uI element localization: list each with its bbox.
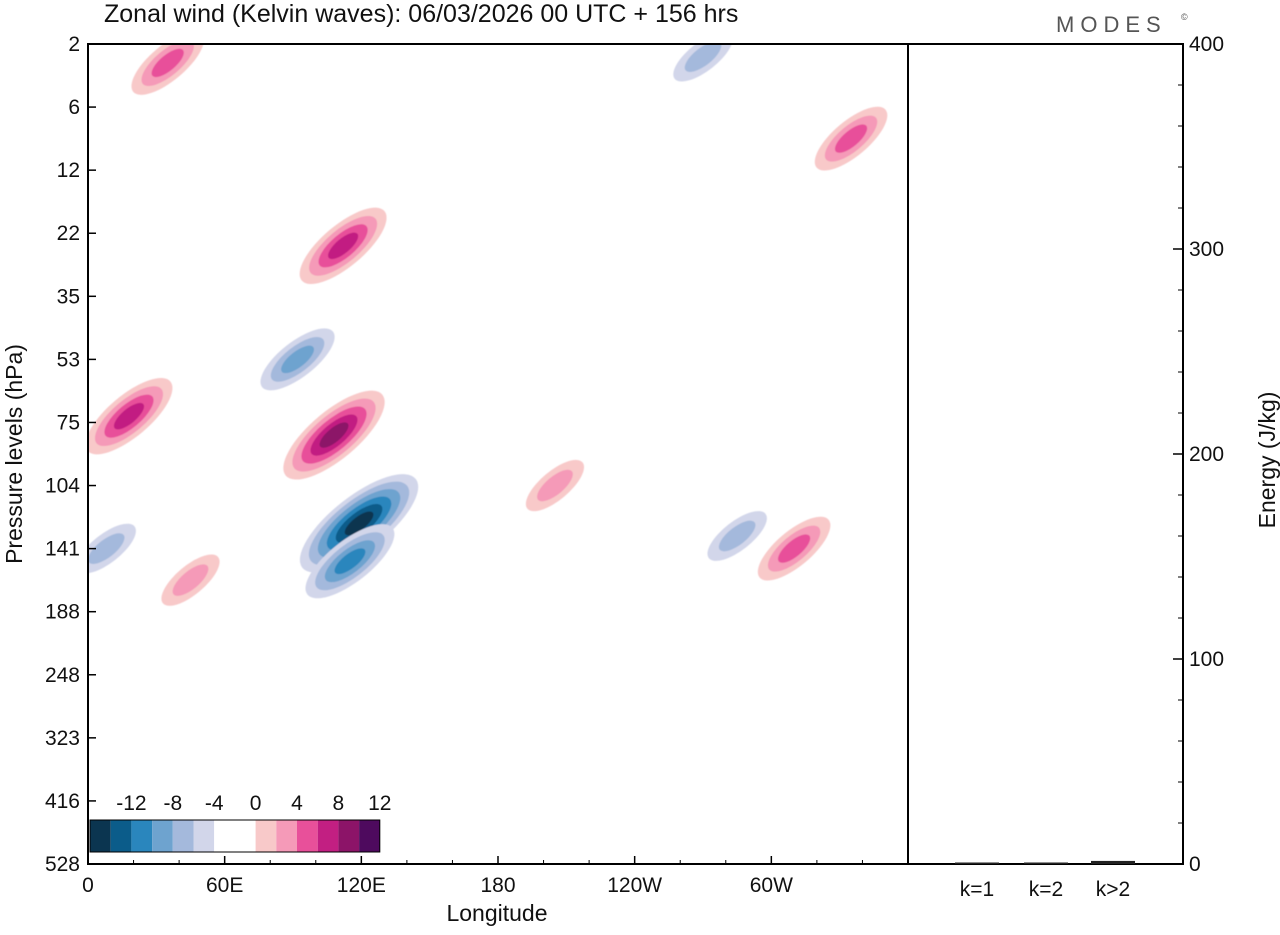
contour-level	[113, 402, 145, 430]
contour-neg-60W-141hPa	[707, 511, 767, 561]
x-tick-label: 60E	[206, 874, 243, 897]
contour-pos-330E-6hPa	[814, 106, 888, 171]
x-tick-label: 120E	[337, 874, 386, 897]
colorbar-swatch	[317, 820, 339, 852]
y-tick-label: 6	[68, 96, 80, 119]
x-tick-label: 120W	[607, 874, 662, 897]
colorbar-label: 12	[368, 792, 391, 815]
colorbar-swatch	[90, 820, 111, 852]
colorbar-border	[89, 819, 381, 853]
contour-pos-45E-141hPa	[161, 554, 220, 606]
colorbar-swatch	[359, 820, 380, 852]
energy-bar-k>2	[1091, 860, 1135, 864]
energy-category-label: k=1	[960, 878, 994, 901]
energy-axis: 0 100 200 300 400	[1173, 33, 1224, 876]
colorbar-label: -12	[116, 792, 146, 815]
y-tick-label: 35	[57, 285, 80, 308]
y-tick-label: 53	[57, 348, 80, 371]
contour-level	[172, 564, 209, 596]
contour-level	[151, 48, 184, 78]
contour-level	[684, 44, 722, 72]
colorbar-label: -8	[163, 792, 182, 815]
colorbar-swatch	[110, 820, 132, 852]
contour-neg-5E-141hPa	[88, 523, 136, 574]
contour-pos-30E-2hPa	[131, 44, 205, 95]
y-tick-label: 12	[57, 159, 80, 182]
energy-frame	[907, 43, 1184, 865]
y-tick-label: 323	[45, 727, 80, 750]
y-tick-label: 2	[68, 33, 80, 56]
energy-tick-label: 300	[1189, 238, 1224, 261]
colorbar-swatch	[131, 820, 153, 852]
contour-level	[834, 124, 868, 153]
contour-pos-core-110E-75hPa	[283, 390, 385, 480]
colorbar-swatch	[152, 820, 173, 852]
contour-pos-160W-104hPa	[525, 459, 585, 512]
y-tick-label: 22	[57, 222, 80, 245]
heatmap-frame	[87, 43, 909, 865]
energy-tick-label: 200	[1189, 443, 1224, 466]
energy-bar-k=1	[955, 862, 999, 864]
y-tick-label: 248	[45, 664, 80, 687]
colorbar-swatch	[338, 820, 360, 852]
longitude-axis: 0 60E 120E 180 120W 60W	[82, 856, 863, 897]
contour-level	[334, 548, 366, 575]
y-tick-label: 528	[45, 853, 80, 876]
colorbar-swatch	[193, 820, 215, 852]
chart-title: Zonal wind (Kelvin waves): 06/03/2026 00…	[104, 0, 738, 28]
contour-neg-120E-141hPa	[305, 524, 395, 599]
colorbar-label: -4	[205, 792, 224, 815]
energy-tick-label: 400	[1189, 33, 1224, 56]
energy-tick-label: 100	[1189, 648, 1224, 671]
modes-logo: MODES	[1056, 12, 1167, 37]
contour-level	[718, 520, 756, 552]
pressure-axis: 2 6 12 22 35 53 75 104 141 188 248 323 416 528	[45, 33, 96, 876]
x-tick-label: 0	[82, 874, 94, 897]
energy-category-label: k>2	[1096, 878, 1130, 901]
contour-level	[281, 345, 315, 374]
contour-neg-75W-2hPa	[673, 44, 733, 82]
energy-axis-label: Energy (J/kg)	[1254, 392, 1280, 529]
contour-pos-60W-141hPa	[757, 516, 831, 581]
colorbar: -12 -8 -4 0 4 8 12	[89, 792, 391, 853]
colorbar-label: 4	[291, 792, 303, 815]
contour-level	[327, 232, 359, 260]
energy-bar-k=2	[1024, 862, 1068, 864]
colorbar-swatch	[234, 820, 256, 852]
contour-pos-20E-75hPa	[88, 377, 173, 455]
colorbar-swatch	[297, 820, 318, 852]
contour-level	[344, 511, 374, 536]
energy-bars: k=1 k=2 k>2	[955, 860, 1135, 901]
energy-category-label: k=2	[1029, 878, 1063, 901]
heatmap-field	[88, 44, 888, 606]
contour-level	[537, 469, 573, 502]
y-tick-label: 141	[45, 538, 80, 561]
colorbar-label: 0	[250, 792, 262, 815]
y-axis-label: Pressure levels (hPa)	[1, 344, 27, 564]
colorbar-swatch	[172, 820, 194, 852]
x-tick-label: 180	[480, 874, 515, 897]
y-tick-label: 75	[57, 411, 80, 434]
colorbar-swatch	[255, 820, 277, 852]
colorbar-label: 8	[333, 792, 345, 815]
contour-level	[777, 534, 811, 563]
modes-logo-mark: ©	[1181, 12, 1188, 22]
x-axis-label: Longitude	[446, 900, 547, 926]
y-tick-label: 104	[45, 475, 80, 498]
colorbar-swatch	[276, 820, 297, 852]
energy-tick-label: 0	[1189, 853, 1201, 876]
contour-level	[88, 533, 125, 564]
contour-level	[319, 422, 349, 448]
colorbar-swatch	[214, 820, 235, 852]
y-tick-label: 188	[45, 601, 80, 624]
contour-neg-core-120E-104hPa	[299, 474, 419, 573]
contour-pos-115E-22hPa	[299, 207, 387, 285]
x-tick-label: 60W	[750, 874, 793, 897]
y-tick-label: 416	[45, 790, 80, 813]
contour-neg-90E-53hPa	[260, 328, 335, 391]
